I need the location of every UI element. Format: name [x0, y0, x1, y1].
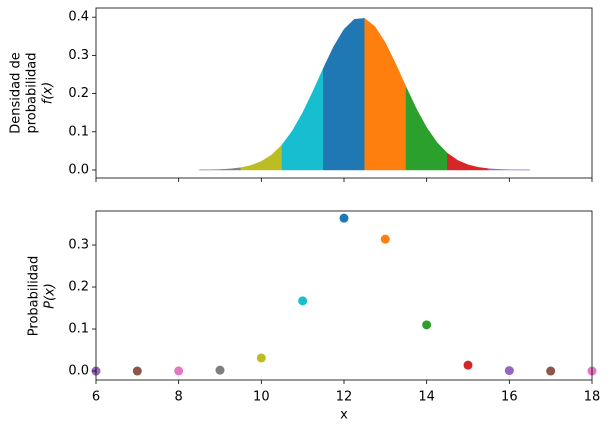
x-tick-label: 18: [584, 390, 601, 405]
y-tick-label: 0.0: [68, 364, 89, 379]
y-axis-label: Densidad de: [9, 52, 24, 134]
x-tick-label: 8: [175, 390, 183, 405]
x-tick-label: 14: [418, 390, 435, 405]
point: [339, 213, 349, 223]
y-tick-label: 0.2: [68, 86, 89, 101]
subplot: 0.0 0.1 0.2 0.3 6 8 10 12 14 16 18 Probabilidad P(x)…: [27, 210, 601, 423]
y-tick-label: 0.3: [68, 48, 89, 63]
x-tick-label: 6: [92, 390, 100, 405]
point: [174, 366, 184, 376]
density-area: [281, 68, 324, 171]
point: [422, 320, 432, 330]
density-area: [405, 86, 448, 171]
point: [504, 366, 514, 376]
y-axis-label: Probabilidad: [27, 256, 42, 336]
y-tick-label: 0.0: [68, 162, 89, 177]
x-tick-label: 10: [253, 390, 270, 405]
density-area: [447, 152, 489, 171]
point: [380, 234, 390, 244]
y-axis-label: f(x): [41, 82, 56, 104]
x-tick-label: 12: [336, 390, 353, 405]
density-area: [488, 168, 531, 171]
y-tick-label: 0.2: [68, 280, 89, 295]
point: [298, 296, 308, 306]
y-tick-label: 0.1: [68, 322, 89, 337]
point: [546, 366, 556, 376]
y-tick-label: 0.1: [68, 124, 89, 139]
density-area: [240, 144, 283, 171]
density-area: [364, 17, 407, 171]
subplot: 0.0 0.1 0.2 0.3 0.4 Densidad de probabilidad f(…: [9, 7, 593, 182]
point: [132, 366, 142, 376]
point: [463, 360, 473, 370]
point: [215, 365, 225, 375]
x-tick-label: 16: [501, 390, 518, 405]
y-tick-label: 0.3: [68, 238, 89, 253]
y-tick-label: 0.4: [68, 10, 89, 25]
density-area: [323, 18, 365, 171]
x-axis-label: x: [340, 408, 348, 423]
axes-frame: [95, 210, 593, 381]
y-axis-label: probabilidad: [25, 52, 40, 133]
density-area: [199, 167, 241, 171]
y-axis-label: P(x): [43, 283, 58, 309]
point: [256, 353, 266, 363]
